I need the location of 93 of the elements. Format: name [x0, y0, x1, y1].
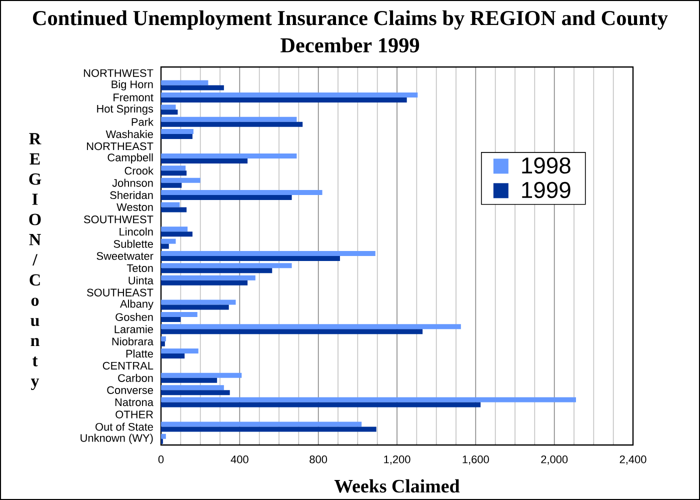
y-tick-label: NORTHEAST [87, 142, 154, 150]
bar [161, 329, 423, 334]
bar [161, 134, 192, 140]
y-tick-label: Washakie [106, 130, 153, 138]
bar [161, 166, 186, 171]
bar [161, 182, 182, 188]
y-tick-label: Platte [126, 350, 153, 358]
chart-title: Continued Unemployment Insurance Claims by REGION and County [32, 10, 668, 30]
y-tick-label: Fremont [114, 94, 154, 102]
bar [161, 341, 165, 346]
y-tick-label: Teton [126, 264, 153, 272]
y-tick-label: Crook [124, 166, 154, 175]
y-tick-label: Out of State [96, 422, 153, 431]
x-tick-label: 0 [158, 456, 164, 464]
bar [161, 207, 187, 212]
bar [161, 268, 272, 274]
bar [161, 226, 188, 232]
x-axis-title: Weeks Claimed [334, 479, 460, 493]
bar [161, 232, 192, 237]
y-tick-label: CENTRAL [102, 362, 154, 370]
bar [161, 300, 236, 305]
bar [161, 385, 224, 390]
bar [161, 312, 198, 317]
legend-label: 1999 [522, 182, 570, 198]
bar [161, 434, 166, 439]
bar [161, 402, 481, 408]
y-tick-label: SOUTHWEST [84, 216, 154, 224]
bar [161, 153, 297, 158]
y-tick-label: Niobrara [112, 337, 154, 346]
y-tick-label: Hot Springs [97, 104, 154, 115]
x-tick-label: 1,200 [384, 456, 410, 465]
bar [161, 244, 169, 249]
bar [161, 238, 176, 244]
y-tick-label: Johnson [112, 178, 153, 187]
legend-label: 1998 [522, 157, 570, 174]
bar [161, 354, 185, 359]
bar [161, 97, 407, 102]
bar [161, 390, 230, 396]
bar [161, 190, 322, 196]
bar [161, 378, 218, 383]
bar [161, 372, 242, 378]
x-tick-label: 400 [230, 456, 248, 464]
bar [161, 280, 248, 286]
bar [161, 250, 376, 256]
bar [161, 256, 340, 261]
bar [161, 92, 418, 98]
x-tick-label: 1,600 [462, 456, 489, 465]
bar [161, 129, 194, 134]
y-tick-label: Carbon [118, 374, 153, 382]
y-tick-label: Weston [116, 203, 153, 212]
bar [161, 426, 376, 432]
bar [161, 116, 297, 122]
bar [161, 304, 229, 310]
text: REGION/County [29, 133, 42, 390]
y-tick-label: Converse [107, 386, 153, 394]
y-tick-label: OTHER [116, 410, 153, 418]
bar [161, 178, 200, 183]
bar [161, 104, 176, 110]
x-tick-label: 2,000 [541, 456, 568, 465]
bar [161, 122, 303, 127]
chart-subtitle: December 1999 [280, 38, 420, 52]
bar [161, 158, 248, 164]
y-tick-label: Goshen [116, 312, 153, 321]
y-tick-label: NORTHWEST [84, 69, 154, 77]
y-tick-label: SOUTHEAST [87, 288, 154, 296]
x-tick-label: 2,400 [620, 456, 646, 465]
bar [161, 348, 198, 354]
y-tick-label: Laramie [114, 325, 153, 334]
y-tick-label: Sheridan [110, 191, 153, 200]
x-tick-label: 800 [310, 456, 328, 464]
y-tick-label: Park [132, 118, 154, 126]
y-tick-label: Natrona [115, 398, 154, 406]
bar [161, 263, 292, 268]
y-tick-label: Unknown (WY) [80, 434, 153, 444]
bar [161, 80, 208, 86]
bar [161, 397, 576, 402]
bar [161, 85, 224, 90]
bar [161, 422, 362, 427]
bar [161, 202, 180, 208]
bar [161, 170, 187, 176]
bar [161, 336, 166, 342]
bar [161, 324, 461, 330]
y-tick-label: Sweetwater [96, 252, 154, 260]
y-tick-label: Big Horn [112, 80, 153, 90]
bar [161, 195, 292, 200]
y-tick-label: Albany [120, 300, 154, 310]
y-tick-label: Sublette [114, 240, 153, 248]
y-tick-label: Uinta [128, 276, 154, 284]
y-tick-label: Lincoln [120, 228, 153, 236]
bar [161, 275, 256, 280]
bar [161, 110, 178, 115]
y-tick-label: Campbell [108, 153, 153, 164]
bar [161, 316, 181, 322]
